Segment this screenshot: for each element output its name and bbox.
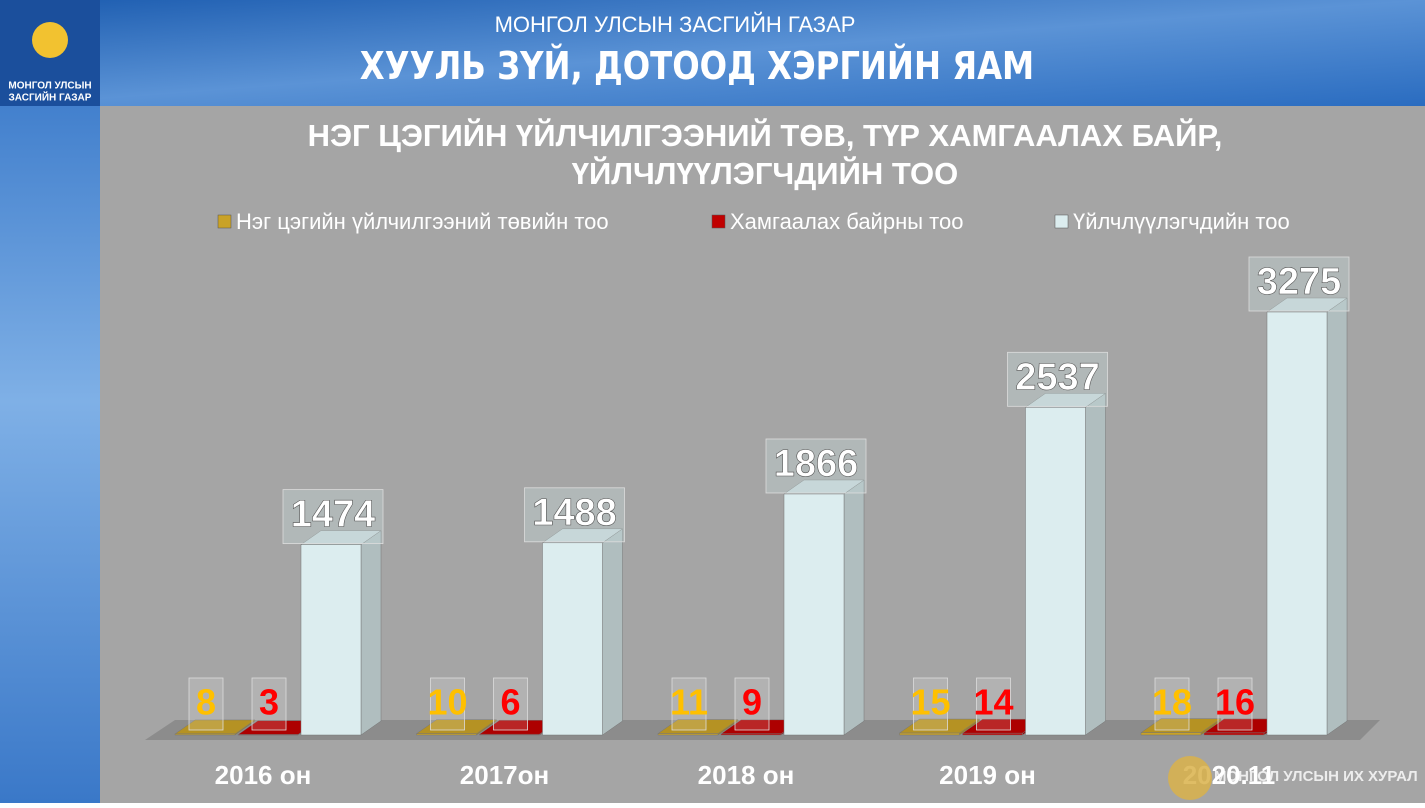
x-tick-label: 2019 он: [939, 760, 1036, 790]
logo-text: МОНГОЛ УЛСЫН: [8, 81, 91, 92]
legend-label: Хамгаалах байрны тоо: [730, 209, 963, 234]
header-band: [0, 0, 1425, 106]
bar: [1203, 732, 1265, 736]
logo-text: ЗАСГИЙН ГАЗАР: [9, 91, 92, 104]
bar: [1266, 311, 1328, 736]
value-label: 8: [196, 682, 216, 723]
bar: [174, 733, 236, 736]
chart-title: ҮЙЛЧЛҮҮЛЭГЧДИЙН ТОО: [572, 155, 959, 191]
value-label-box: [913, 677, 948, 731]
bar-side: [843, 479, 865, 736]
value-label: 1488: [532, 492, 617, 534]
ministry-name: ХУУЛЬ ЗҮЙ, ДОТООД ХЭРГИЙН ЯАМ: [360, 43, 1034, 88]
value-label-box: [430, 677, 465, 731]
bar: [300, 544, 362, 736]
value-label: 16: [1215, 682, 1255, 723]
legend-swatch: [1054, 214, 1069, 229]
x-tick-label: 2016 он: [215, 760, 312, 790]
x-tick-label: 2018 он: [698, 760, 795, 790]
legend-label: Үйлчлүүлэгчдийн тоо: [1073, 209, 1290, 234]
logo-emblem: [32, 22, 68, 58]
value-label: 3: [259, 682, 279, 723]
bar: [542, 542, 603, 736]
chart: НЭГ ЦЭГИЙН ҮЙЛЧИЛГЭЭНИЙ ТӨВ, ТҮР ХАМГААЛ…: [174, 117, 1350, 790]
chart-title: НЭГ ЦЭГИЙН ҮЙЛЧИЛГЭЭНИЙ ТӨВ, ТҮР ХАМГААЛ…: [308, 117, 1223, 153]
value-label: 10: [427, 682, 467, 723]
legend-swatch: [711, 214, 726, 229]
bar: [1140, 732, 1202, 736]
bar-side: [360, 530, 382, 736]
value-label-box: [671, 677, 707, 731]
value-label: 11: [670, 682, 708, 723]
value-label-box: [1248, 256, 1350, 312]
value-label-box: [765, 438, 867, 494]
value-label: 6: [500, 682, 520, 723]
value-label-box: [493, 677, 528, 731]
value-label: 2537: [1015, 356, 1100, 398]
value-label-box: [976, 677, 1011, 731]
legend-label: Нэг цэгийн үйлчилгээний төвийн тоо: [236, 209, 609, 234]
bar: [962, 732, 1023, 736]
bar: [479, 733, 540, 736]
ministry-top: МОНГОЛ УЛСЫН ЗАСГИЙН ГАЗАР: [495, 12, 856, 37]
value-label-box: [1007, 351, 1108, 407]
value-label-box: [1154, 677, 1190, 731]
value-label: 1866: [774, 443, 859, 485]
value-label-box: [188, 677, 224, 731]
side-band: [0, 0, 100, 803]
value-label-box: [251, 677, 287, 731]
value-label: 3275: [1257, 261, 1342, 303]
x-tick-label: 2017он: [460, 760, 549, 790]
value-label: 18: [1152, 682, 1192, 723]
watermark-emblem: [1168, 756, 1212, 800]
bar-side: [602, 528, 623, 736]
value-label: 15: [910, 682, 950, 723]
bar: [899, 732, 960, 736]
value-label-box: [734, 677, 770, 731]
bar: [237, 734, 299, 736]
bar: [1025, 407, 1086, 736]
bar: [657, 733, 719, 736]
legend-swatch: [217, 214, 232, 229]
bar: [783, 493, 845, 736]
bar: [416, 733, 477, 736]
value-label: 14: [973, 682, 1013, 723]
bar-side: [1326, 297, 1348, 736]
bar-side: [1085, 392, 1106, 736]
value-label-box: [282, 489, 384, 545]
bar: [720, 733, 782, 736]
watermark: МОНГОЛ УЛСЫН ИХ ХУРАЛ: [1214, 768, 1418, 785]
value-label: 1474: [291, 494, 376, 536]
value-label-box: [524, 487, 625, 543]
value-label: 9: [742, 682, 762, 723]
value-label-box: [1217, 677, 1253, 731]
